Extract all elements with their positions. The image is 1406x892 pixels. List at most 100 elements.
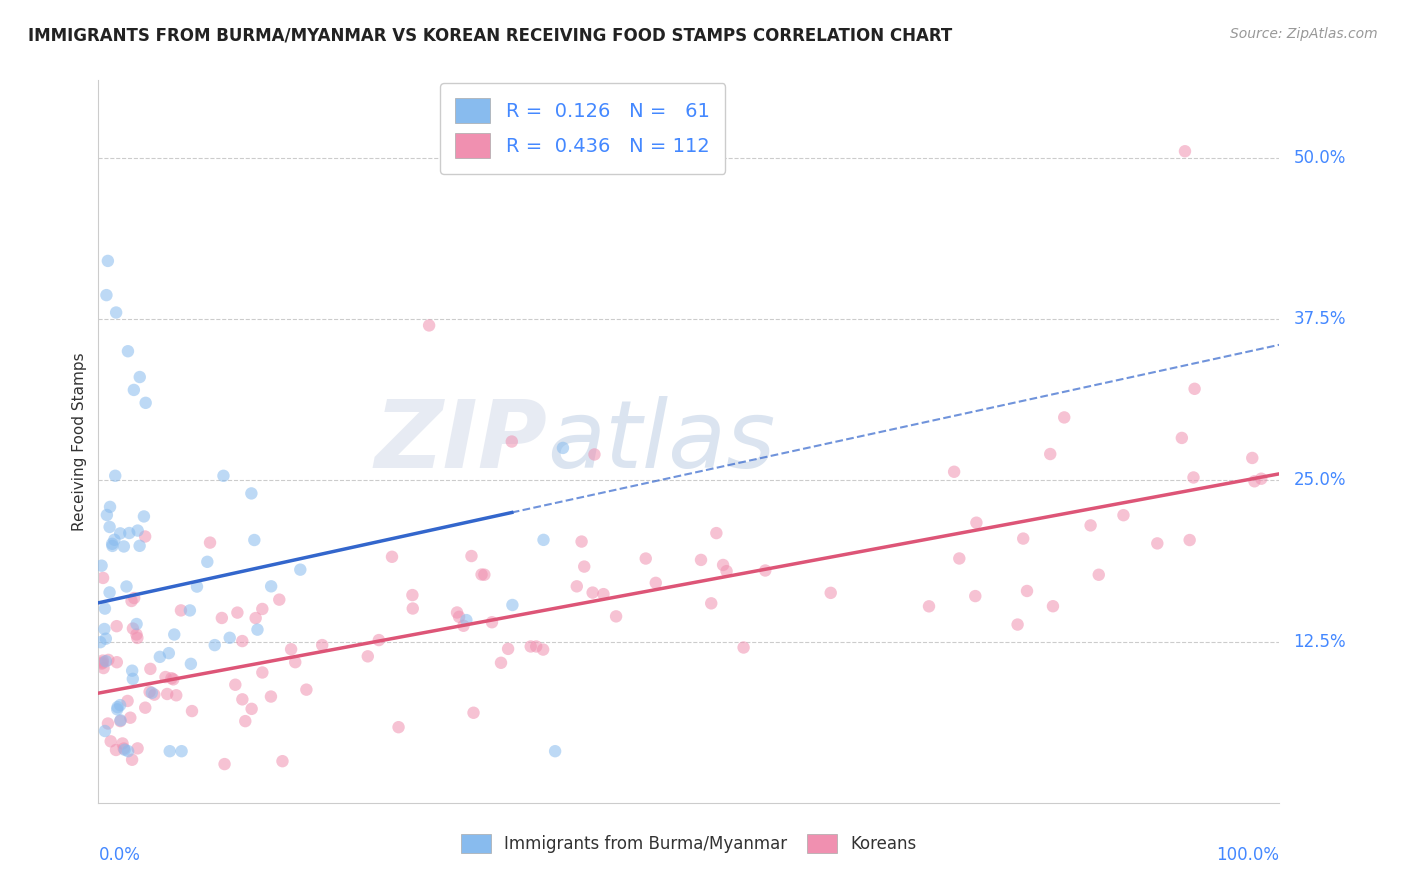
Point [311, 638, 333, 652]
Point [574, 559, 596, 574]
Point [101, 537, 124, 551]
Point [1146, 536, 1168, 550]
Point [1087, 567, 1109, 582]
Point [820, 586, 842, 600]
Point [170, 603, 193, 617]
Point [290, 563, 312, 577]
Point [163, 627, 186, 641]
Point [105, 619, 128, 633]
Point [496, 641, 519, 656]
Point [1178, 533, 1201, 547]
Text: 25.0%: 25.0% [1294, 471, 1346, 489]
Point [245, 611, 267, 625]
Point [111, 736, 134, 750]
Point [117, 694, 139, 708]
Point [367, 633, 389, 648]
Point [472, 567, 495, 582]
Point [162, 673, 184, 687]
Point [114, 743, 136, 757]
Point [716, 564, 738, 578]
Point [98, 500, 121, 514]
Point [544, 744, 567, 758]
Point [231, 634, 253, 648]
Point [711, 558, 734, 572]
Point [100, 734, 122, 748]
Point [121, 664, 143, 678]
Point [104, 468, 127, 483]
Point [160, 671, 183, 685]
Point [1012, 532, 1035, 546]
Point [98, 585, 121, 599]
Point [565, 579, 588, 593]
Point [104, 743, 127, 757]
Point [105, 655, 128, 669]
Point [583, 447, 606, 461]
Point [165, 688, 187, 702]
Point [381, 549, 404, 564]
Point [90, 657, 112, 671]
Point [252, 602, 274, 616]
Point [1250, 472, 1272, 486]
Point [965, 516, 987, 530]
Point [269, 592, 291, 607]
Point [94, 632, 117, 646]
Point [115, 580, 138, 594]
Point [134, 529, 156, 543]
Point [571, 534, 593, 549]
Point [1243, 475, 1265, 489]
Point [501, 598, 523, 612]
Point [101, 539, 124, 553]
Point [240, 702, 263, 716]
Point [1174, 145, 1197, 159]
Point [260, 690, 283, 704]
Point [121, 753, 143, 767]
Point [125, 617, 148, 632]
Point [943, 465, 966, 479]
Point [91, 571, 114, 585]
Point [122, 622, 145, 636]
Point [224, 678, 246, 692]
Point [159, 744, 181, 758]
Point [157, 646, 180, 660]
Point [456, 613, 478, 627]
Point [481, 615, 503, 630]
Point [690, 553, 713, 567]
Point [155, 670, 177, 684]
Point [357, 649, 380, 664]
Text: 37.5%: 37.5% [1294, 310, 1346, 328]
Point [260, 579, 283, 593]
Point [214, 757, 236, 772]
Point [112, 741, 135, 756]
Point [1039, 447, 1062, 461]
Point [91, 656, 114, 670]
Point [1007, 617, 1029, 632]
Point [91, 654, 114, 668]
Point [122, 591, 145, 605]
Point [132, 509, 155, 524]
Point [1184, 382, 1206, 396]
Point [170, 744, 193, 758]
Point [97, 716, 120, 731]
Text: IMMIGRANTS FROM BURMA/MYANMAR VS KOREAN RECEIVING FOOD STAMPS CORRELATION CHART: IMMIGRANTS FROM BURMA/MYANMAR VS KOREAN … [28, 27, 952, 45]
Point [401, 588, 423, 602]
Point [240, 486, 263, 500]
Point [1080, 518, 1102, 533]
Point [551, 441, 574, 455]
Text: 100.0%: 100.0% [1216, 847, 1279, 864]
Point [211, 611, 233, 625]
Point [531, 642, 554, 657]
Point [271, 754, 294, 768]
Point [733, 640, 755, 655]
Text: 12.5%: 12.5% [1294, 632, 1346, 650]
Point [519, 640, 541, 654]
Point [1053, 410, 1076, 425]
Point [453, 619, 475, 633]
Point [252, 665, 274, 680]
Point [93, 622, 115, 636]
Point [524, 640, 547, 654]
Point [105, 305, 128, 319]
Point [212, 468, 235, 483]
Point [402, 601, 425, 615]
Point [107, 700, 129, 714]
Point [295, 682, 318, 697]
